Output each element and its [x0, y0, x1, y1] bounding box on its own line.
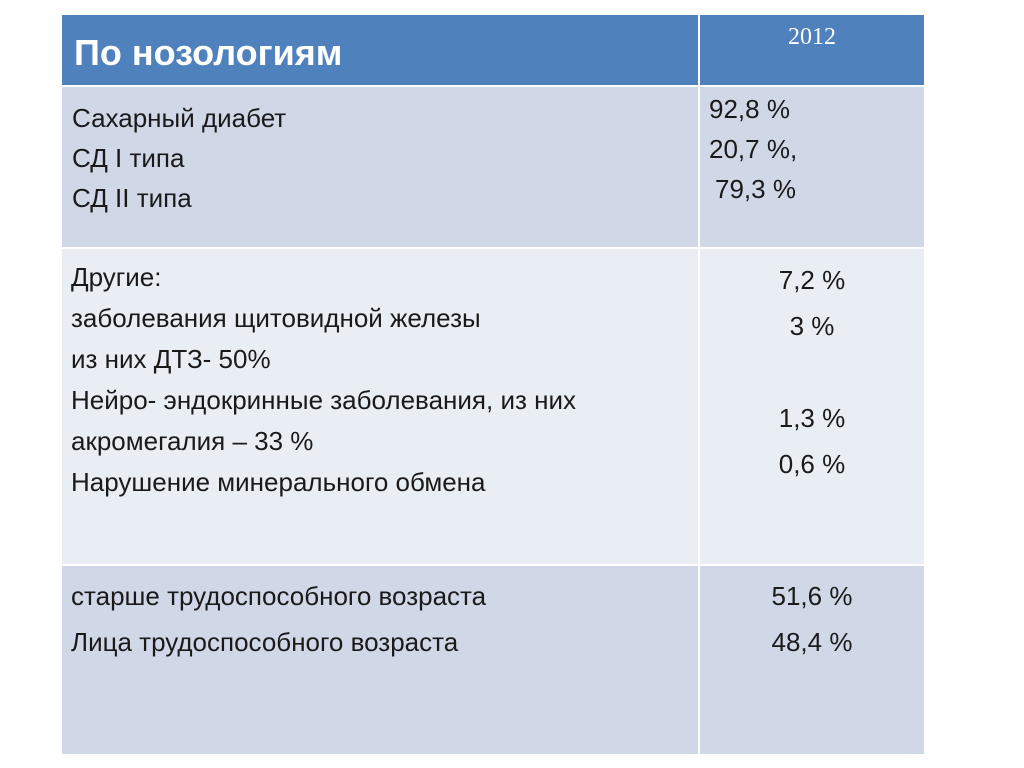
table-year: 2012: [788, 24, 836, 50]
row-value: 51,6 %: [771, 581, 853, 611]
table-row: Другие: заболевания щитовидной железы из…: [60, 247, 926, 566]
row-value-cell: 92,8 % 20,7 %, 79,3 %: [698, 85, 926, 249]
row-value: 3 %: [789, 311, 835, 341]
row-value: 7,2 %: [778, 265, 846, 295]
row-label: Другие:: [71, 262, 162, 292]
header-title-cell: По нозологиям: [60, 13, 700, 87]
header-year-cell: 2012: [698, 13, 926, 87]
row-label: Лица трудоспособного возраста: [71, 627, 459, 657]
row-value: 92,8 %: [709, 94, 790, 124]
row-label-cell: старше трудоспособного возраста Лица тру…: [60, 564, 700, 756]
nosology-table: По нозологиям 2012 Сахарный диабет СД I …: [60, 13, 926, 756]
row-label-cell: Другие: заболевания щитовидной железы из…: [60, 247, 700, 566]
row-value: 48,4 %: [771, 627, 853, 657]
row-label: из них ДТЗ- 50%: [71, 344, 271, 374]
table-row: Сахарный диабет СД I типа СД II типа 92,…: [60, 85, 926, 249]
row-value: 20,7 %,: [709, 134, 798, 164]
row-value: 79,3 %: [715, 174, 796, 204]
row-value: 1,3 %: [778, 403, 846, 433]
row-value-cell: 7,2 % 3 % 1,3 % 0,6 %: [698, 247, 926, 566]
spacer: [700, 349, 924, 395]
row-label: акромегалия – 33 %: [71, 426, 314, 456]
row-value: 0,6 %: [778, 449, 846, 479]
table-header-row: По нозологиям 2012: [60, 13, 926, 87]
row-label: Нарушение минерального обмена: [71, 467, 486, 497]
row-label-cell: Сахарный диабет СД I типа СД II типа: [60, 85, 700, 249]
row-label: старше трудоспособного возраста: [71, 581, 487, 611]
row-label: СД II типа: [72, 183, 192, 213]
row-label: СД I типа: [72, 143, 185, 173]
table-row: старше трудоспособного возраста Лица тру…: [60, 564, 926, 756]
table-title: По нозологиям: [74, 32, 343, 73]
row-label: заболевания щитовидной железы: [71, 303, 481, 333]
row-value-cell: 51,6 % 48,4 %: [698, 564, 926, 756]
row-label: Сахарный диабет: [72, 103, 287, 133]
row-label: Нейро- эндокринные заболевания, из них: [71, 385, 576, 415]
